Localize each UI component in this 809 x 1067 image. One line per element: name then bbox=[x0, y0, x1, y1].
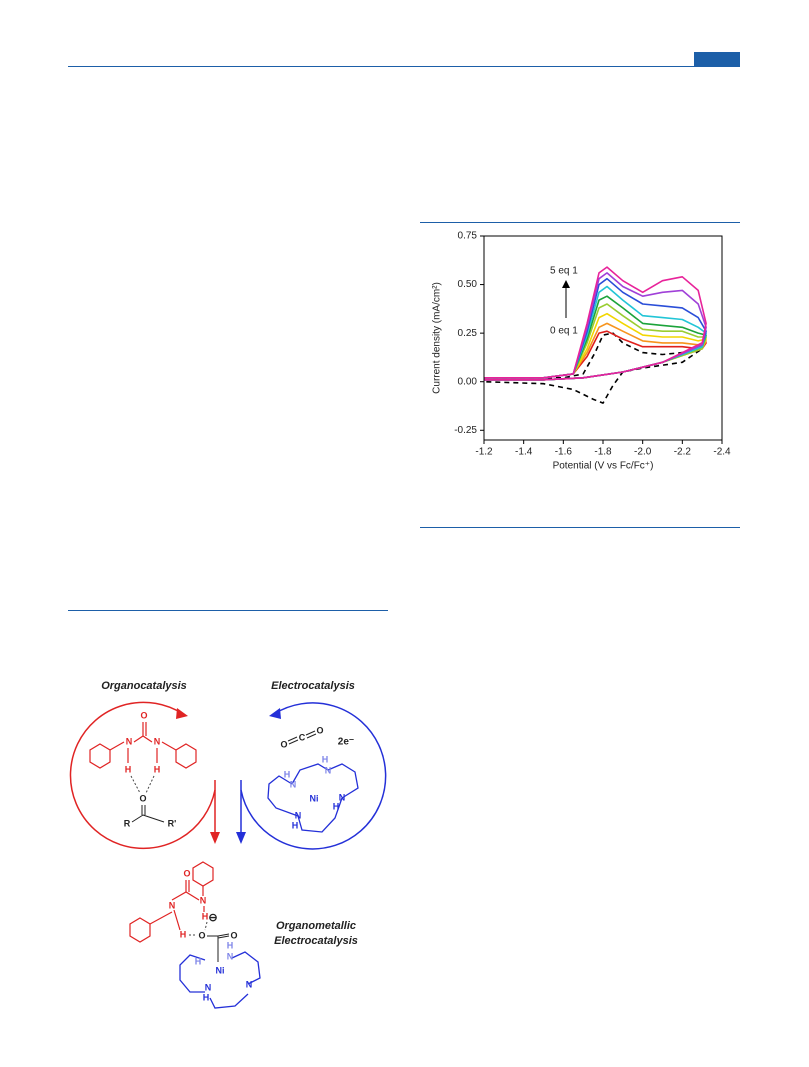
atom-label: N bbox=[227, 951, 234, 961]
atom-label: H bbox=[227, 940, 234, 950]
atom-label: N bbox=[200, 895, 207, 905]
y-tick-label: -0.25 bbox=[454, 425, 477, 436]
cv-curve bbox=[484, 266, 707, 381]
atom-label: H bbox=[154, 764, 161, 774]
scheme: Organocatalysis Electrocatalysis O N N H… bbox=[69, 680, 387, 1009]
scheme-title: Organometallic bbox=[276, 920, 356, 932]
header-tab bbox=[694, 52, 740, 66]
x-tick-label: -1.4 bbox=[515, 447, 533, 458]
h-bond bbox=[130, 775, 155, 794]
atom-label: N bbox=[295, 810, 302, 820]
x-tick-label: -1.8 bbox=[594, 447, 612, 458]
x-tick-label: -2.0 bbox=[634, 447, 652, 458]
atom-label: N bbox=[246, 979, 253, 989]
atom-label: C bbox=[299, 732, 306, 742]
atom-label: O bbox=[230, 930, 237, 940]
atom-label: H bbox=[180, 929, 187, 939]
y-tick-label: 0.25 bbox=[458, 328, 478, 339]
atom-label: H bbox=[284, 769, 291, 779]
atom-label: H bbox=[333, 801, 340, 811]
atom-label: N bbox=[169, 900, 176, 910]
atom-label: N bbox=[290, 779, 297, 789]
atom-label: H bbox=[195, 956, 202, 966]
carboxylate bbox=[207, 933, 230, 962]
atom-label: N bbox=[205, 982, 212, 992]
atom-label: O bbox=[198, 930, 205, 940]
atom-label: N bbox=[126, 736, 133, 746]
atom-label: O bbox=[139, 793, 146, 803]
atom-label: Ni bbox=[310, 793, 319, 803]
h-bond bbox=[189, 921, 208, 936]
scheme-title: Electrocatalysis bbox=[271, 680, 355, 692]
charge: ⊖ bbox=[208, 912, 217, 924]
atom-label: R' bbox=[168, 818, 177, 828]
cv-chart: Potential (V vs Fc/Fc⁺) Current density … bbox=[432, 231, 731, 472]
cv-curve bbox=[484, 330, 707, 381]
macrocycle bbox=[267, 763, 359, 833]
cv-curve bbox=[483, 332, 703, 404]
annotation: 0 eq 1 bbox=[550, 326, 578, 337]
arrow-head bbox=[176, 708, 188, 719]
y-tick-label: 0.00 bbox=[458, 376, 478, 387]
x-tick-label: -1.2 bbox=[475, 447, 493, 458]
x-axis-title: Potential (V vs Fc/Fc⁺) bbox=[553, 461, 654, 472]
atom-label: O bbox=[280, 739, 287, 749]
cycle-arc bbox=[69, 701, 216, 850]
co2-bonds bbox=[287, 730, 317, 745]
atom-label: N bbox=[339, 792, 346, 802]
product-urea bbox=[129, 861, 214, 943]
atom-label: N bbox=[154, 736, 161, 746]
atom-label: O bbox=[140, 710, 147, 720]
arrow-head bbox=[269, 708, 281, 719]
atom-label: H bbox=[203, 992, 210, 1002]
cycle-arc bbox=[240, 702, 387, 850]
arrow-head bbox=[210, 832, 220, 844]
atom-label: H bbox=[292, 820, 299, 830]
y-axis-title: Current density (mA/cm²) bbox=[432, 282, 443, 394]
carbonyl bbox=[131, 805, 165, 823]
arrow-head bbox=[236, 832, 246, 844]
atom-label: H bbox=[125, 764, 132, 774]
atom-label: R bbox=[124, 818, 131, 828]
atom-label: O bbox=[316, 725, 323, 735]
y-tick-label: 0.50 bbox=[458, 279, 478, 290]
atom-label: H bbox=[322, 754, 329, 764]
arrow-head bbox=[562, 280, 570, 288]
x-tick-label: -1.6 bbox=[555, 447, 573, 458]
urea-structure bbox=[89, 722, 197, 769]
atom-label: Ni bbox=[216, 965, 225, 975]
plot-frame bbox=[483, 235, 723, 441]
atom-label: N bbox=[325, 765, 332, 775]
atom-label: O bbox=[183, 868, 190, 878]
scheme-title: Organocatalysis bbox=[101, 680, 187, 692]
macrocycle bbox=[179, 951, 261, 1009]
x-tick-label: -2.2 bbox=[674, 447, 692, 458]
annotation: 5 eq 1 bbox=[550, 266, 578, 277]
y-tick-label: 0.75 bbox=[458, 231, 478, 242]
scheme-title: Electrocatalysis bbox=[274, 935, 358, 947]
x-tick-label: -2.4 bbox=[713, 447, 731, 458]
electrons: 2e⁻ bbox=[338, 737, 354, 748]
atom-label: H bbox=[202, 911, 209, 921]
